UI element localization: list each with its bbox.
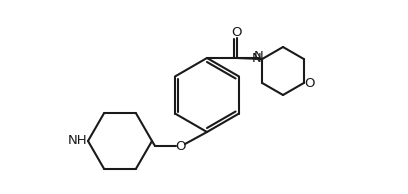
Text: O: O — [304, 76, 315, 89]
Text: N: N — [254, 50, 264, 63]
Text: O: O — [175, 139, 185, 152]
Text: NH: NH — [68, 134, 88, 147]
Text: N: N — [251, 53, 261, 66]
Text: O: O — [232, 25, 242, 38]
